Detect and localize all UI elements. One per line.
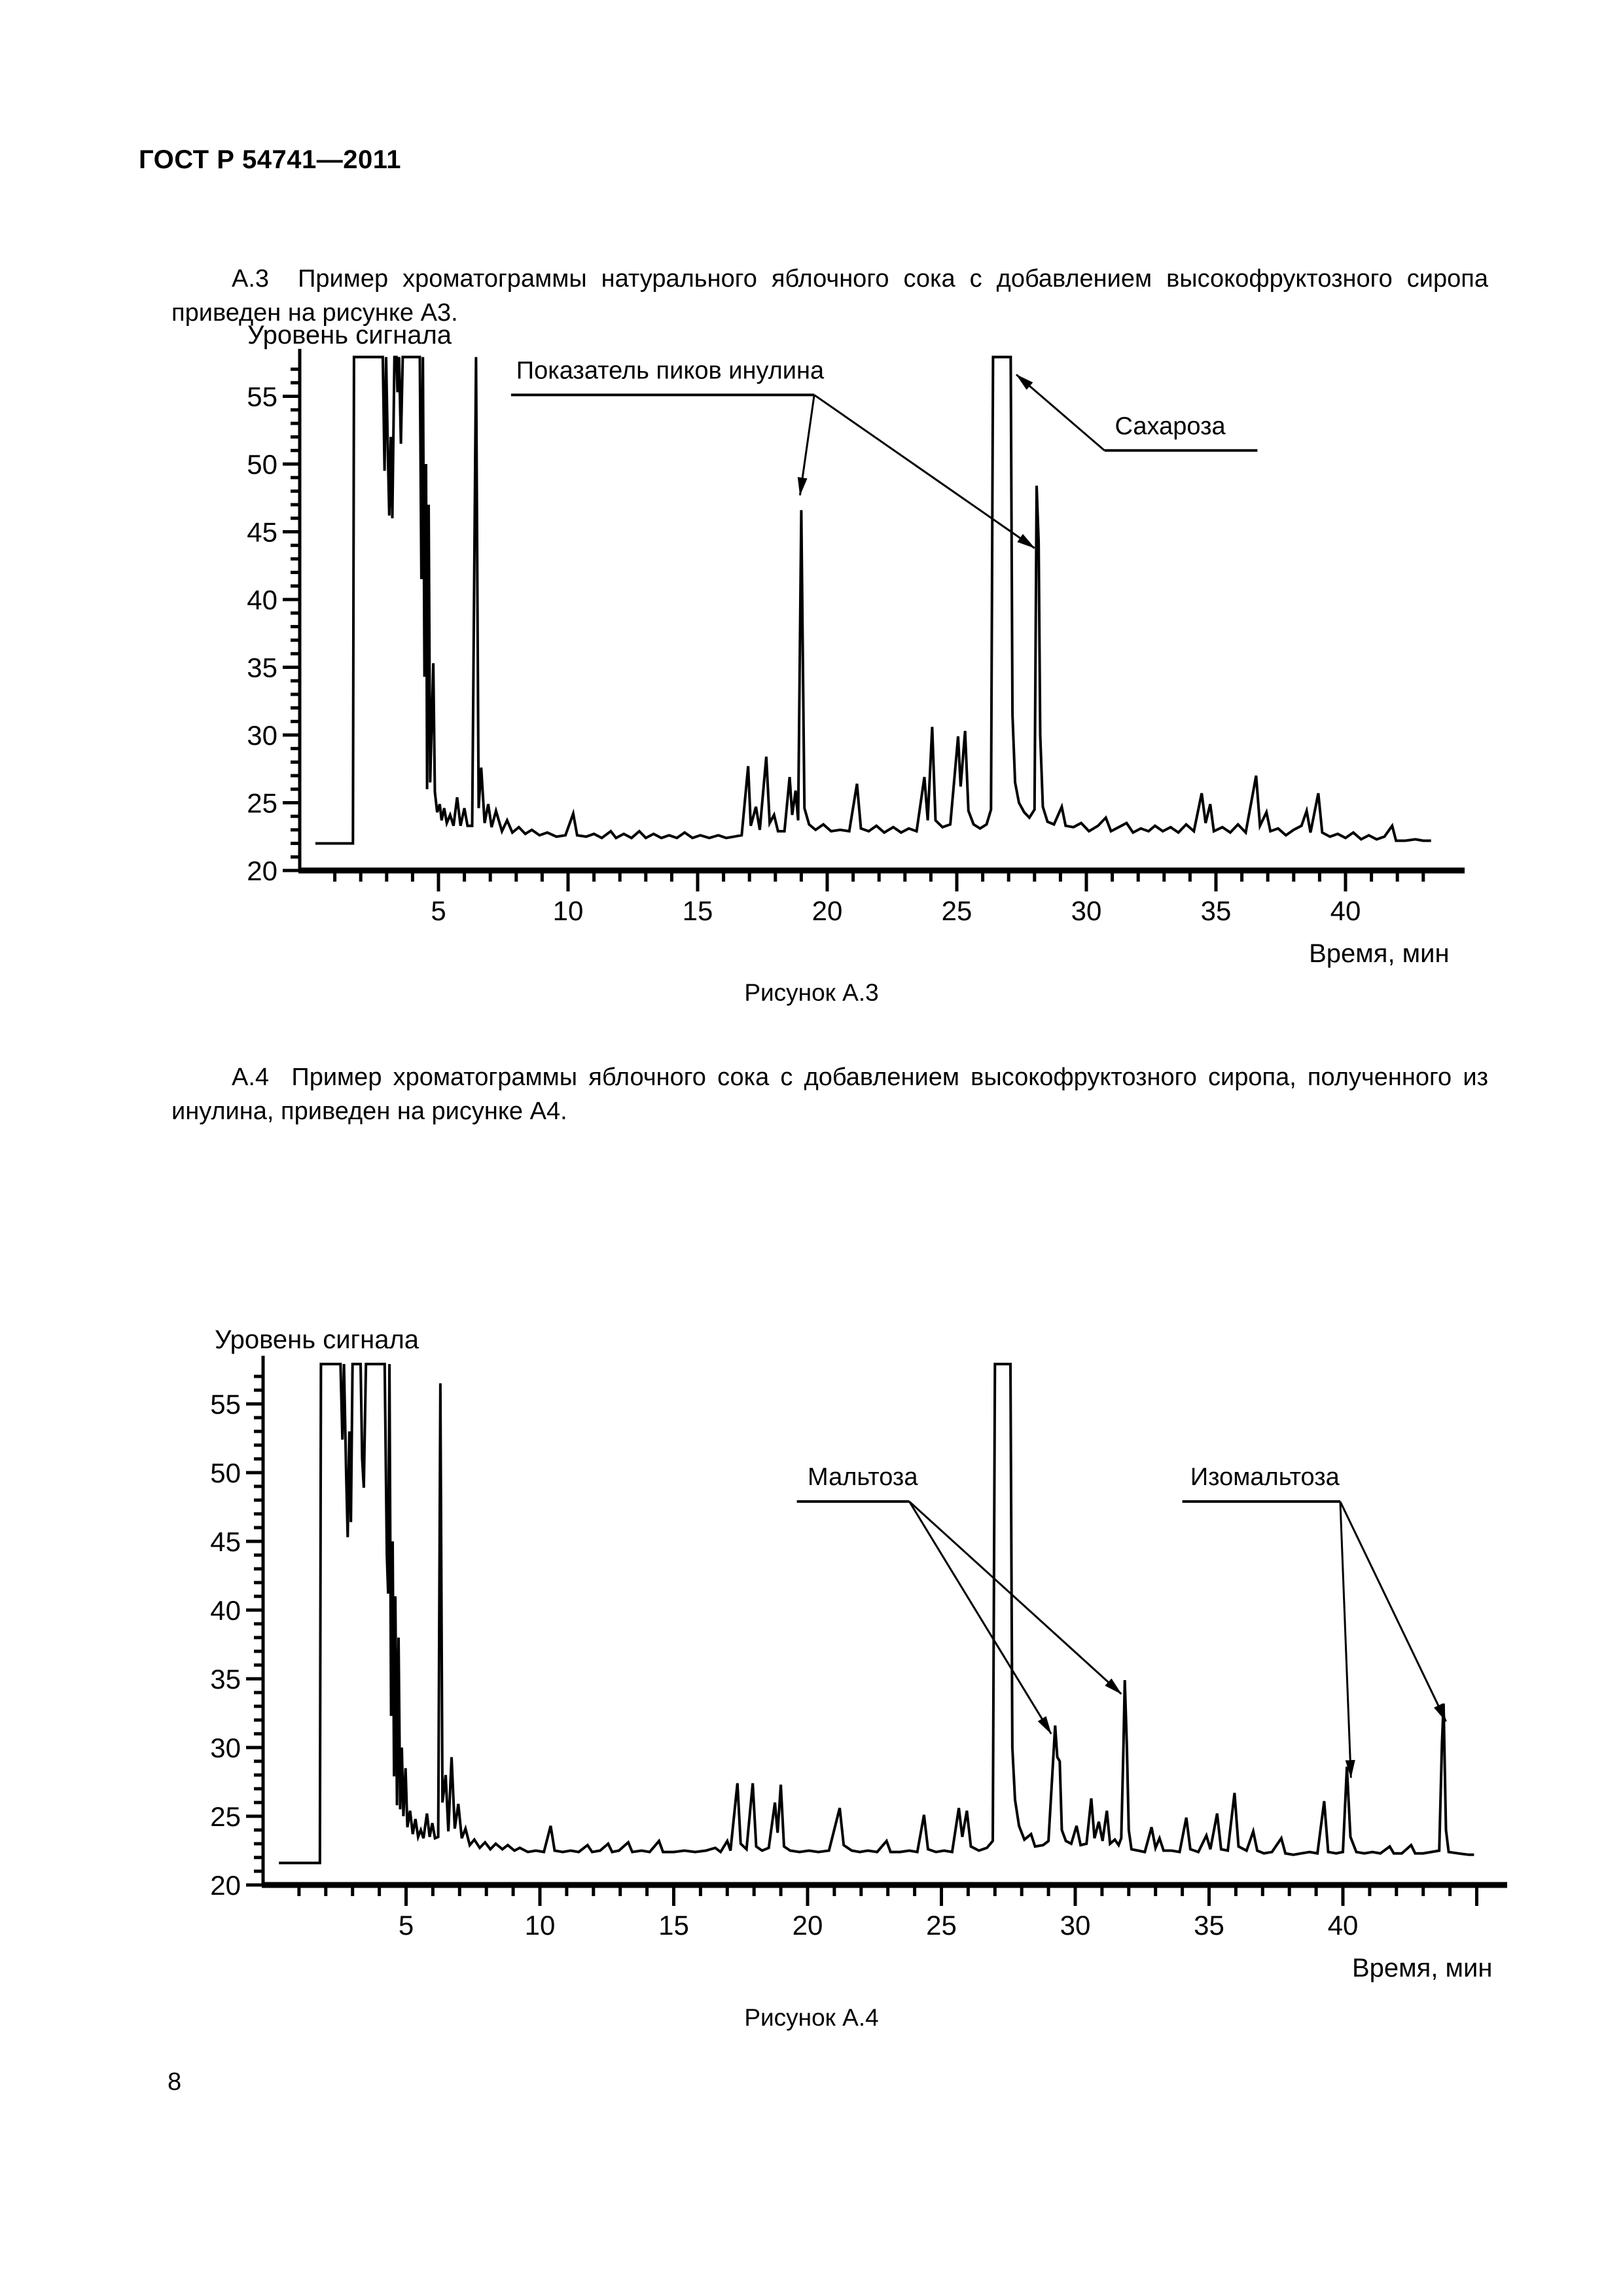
paragraph-a3: А.3 Пример хроматограммы натурального яб… xyxy=(171,265,1495,327)
svg-text:20: 20 xyxy=(247,855,277,886)
svg-text:15: 15 xyxy=(658,1910,689,1941)
svg-text:Уровень сигнала: Уровень сигнала xyxy=(247,321,452,350)
svg-text:45: 45 xyxy=(210,1526,241,1557)
svg-text:25: 25 xyxy=(247,788,277,819)
svg-text:Изомальтоза: Изомальтоза xyxy=(1190,1463,1340,1491)
svg-text:Время, мин: Время, мин xyxy=(1309,939,1450,968)
caption-a4: Рисунок А.4 xyxy=(744,2004,879,2031)
svg-text:25: 25 xyxy=(210,1801,241,1832)
svg-text:Уровень сигнала: Уровень сигнала xyxy=(215,1325,419,1354)
svg-text:50: 50 xyxy=(210,1458,241,1488)
svg-text:50: 50 xyxy=(247,449,277,480)
svg-text:40: 40 xyxy=(210,1595,241,1626)
svg-text:5: 5 xyxy=(399,1910,414,1941)
svg-text:40: 40 xyxy=(1330,895,1361,926)
svg-text:30: 30 xyxy=(247,720,277,751)
caption-a3: Рисунок А.3 xyxy=(744,979,879,1006)
figure-a4: 20 25 30 35 40 45 50 55 5 10 15 20 25 30 35 40 Уровень с… xyxy=(209,1322,1515,1983)
svg-text:55: 55 xyxy=(210,1389,241,1420)
paragraph-a4: А.4 Пример хроматограммы яблочного сока … xyxy=(171,1064,1495,1125)
svg-text:30: 30 xyxy=(1060,1910,1091,1941)
svg-text:15: 15 xyxy=(683,895,713,926)
svg-text:Показатель пиков инулина: Показатель пиков инулина xyxy=(516,357,825,385)
svg-text:Сахароза: Сахароза xyxy=(1115,412,1226,440)
svg-text:10: 10 xyxy=(553,895,584,926)
svg-text:20: 20 xyxy=(210,1870,241,1901)
svg-text:Время, мин: Время, мин xyxy=(1352,1954,1493,1982)
svg-text:35: 35 xyxy=(1201,895,1232,926)
svg-text:5: 5 xyxy=(431,895,446,926)
svg-text:35: 35 xyxy=(247,653,277,683)
svg-text:20: 20 xyxy=(812,895,843,926)
svg-text:20: 20 xyxy=(793,1910,823,1941)
page-number: 8 xyxy=(168,2068,182,2096)
svg-text:30: 30 xyxy=(1071,895,1102,926)
svg-text:30: 30 xyxy=(210,1732,241,1763)
svg-text:35: 35 xyxy=(1194,1910,1224,1941)
doc-header: ГОСТ Р 54741—2011 xyxy=(139,145,401,174)
svg-text:55: 55 xyxy=(247,382,277,412)
svg-text:40: 40 xyxy=(247,584,277,615)
svg-text:10: 10 xyxy=(525,1910,556,1941)
svg-text:25: 25 xyxy=(926,1910,957,1941)
svg-text:40: 40 xyxy=(1328,1910,1359,1941)
figure-a3: 20 25 30 35 40 45 50 55 5 10 15 20 25 30 35 40 Уровень с… xyxy=(242,314,1472,969)
svg-text:25: 25 xyxy=(942,895,972,926)
svg-text:35: 35 xyxy=(210,1664,241,1695)
svg-text:Мальтоза: Мальтоза xyxy=(808,1463,918,1491)
svg-text:45: 45 xyxy=(247,517,277,548)
